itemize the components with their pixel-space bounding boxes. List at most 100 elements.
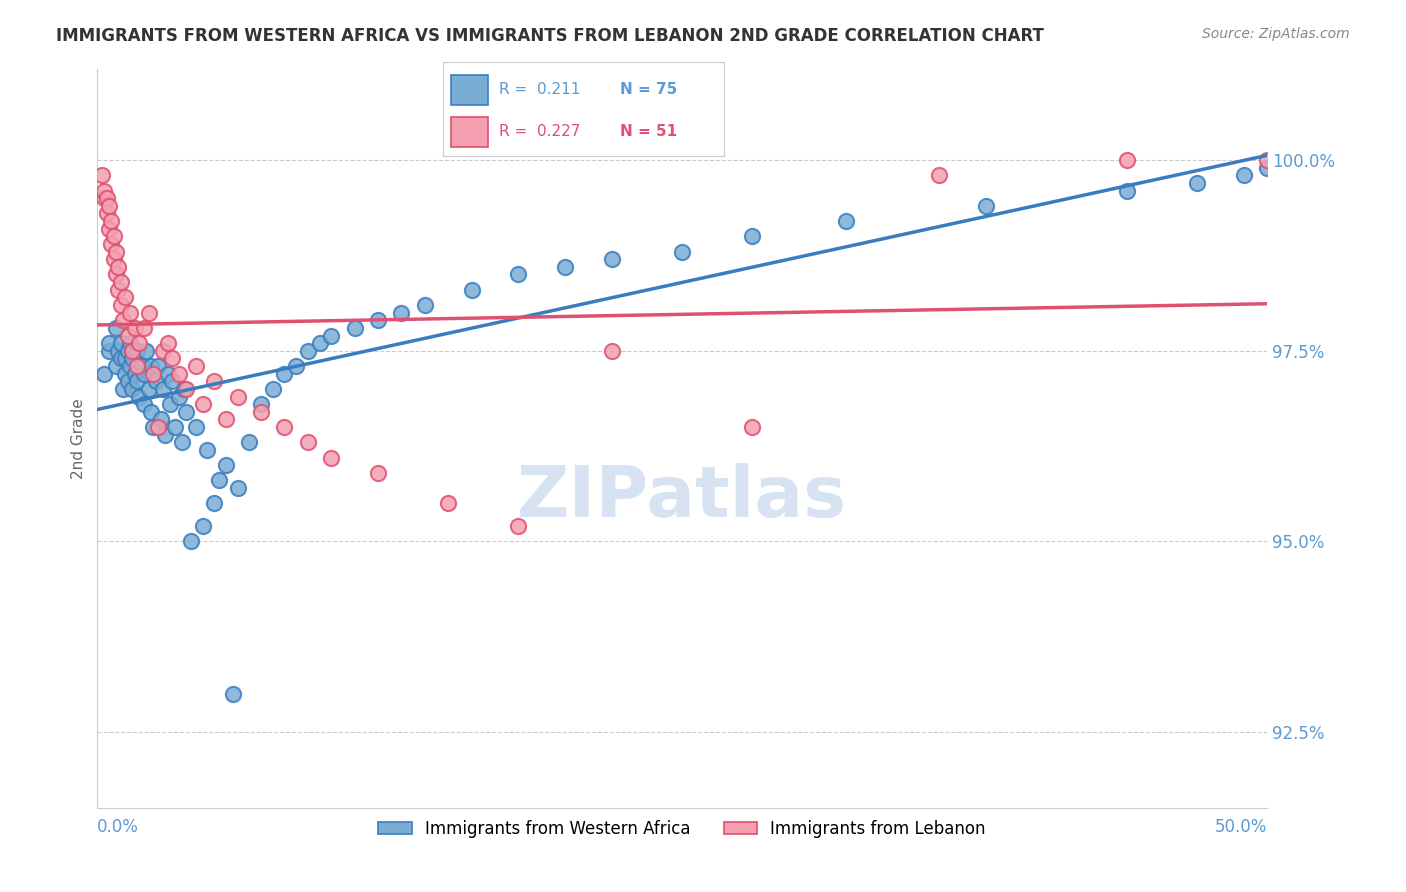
Point: [110, 351, 132, 366]
Point: [107, 260, 129, 274]
Point: [974, 199, 997, 213]
Point: [153, 427, 176, 442]
Text: N = 51: N = 51: [620, 124, 678, 139]
Point: [367, 466, 389, 480]
Point: [91, 169, 114, 183]
Point: [93, 184, 115, 198]
Point: [134, 321, 156, 335]
Point: [1256, 161, 1278, 175]
Text: R =  0.227: R = 0.227: [499, 124, 581, 139]
Point: [127, 359, 149, 373]
Point: [222, 687, 245, 701]
Point: [741, 229, 763, 244]
Text: IMMIGRANTS FROM WESTERN AFRICA VS IMMIGRANTS FROM LEBANON 2ND GRADE CORRELATION : IMMIGRANTS FROM WESTERN AFRICA VS IMMIGR…: [56, 27, 1045, 45]
Point: [215, 458, 238, 473]
Point: [96, 206, 118, 220]
Point: [191, 519, 214, 533]
Point: [110, 336, 132, 351]
Point: [142, 420, 165, 434]
Point: [1256, 153, 1278, 167]
Text: Source: ZipAtlas.com: Source: ZipAtlas.com: [1202, 27, 1350, 41]
Point: [184, 420, 207, 434]
Legend: Immigrants from Western Africa, Immigrants from Lebanon: Immigrants from Western Africa, Immigran…: [371, 814, 993, 845]
Point: [107, 343, 129, 358]
Point: [105, 244, 128, 259]
Point: [98, 336, 121, 351]
Point: [103, 252, 125, 267]
Point: [167, 367, 190, 381]
Point: [208, 474, 231, 488]
Point: [120, 305, 142, 319]
Point: [202, 374, 225, 388]
Text: N = 75: N = 75: [620, 82, 678, 97]
Point: [142, 367, 165, 381]
Point: [160, 374, 183, 388]
Point: [238, 435, 260, 450]
Point: [195, 442, 218, 457]
Point: [105, 321, 128, 335]
Point: [1232, 169, 1254, 183]
Point: [105, 359, 128, 373]
Point: [600, 252, 623, 267]
Point: [149, 412, 172, 426]
Point: [117, 374, 139, 388]
Point: [321, 450, 343, 465]
Text: 50.0%: 50.0%: [1215, 818, 1267, 836]
Point: [127, 343, 149, 358]
Point: [297, 435, 319, 450]
Point: [138, 305, 160, 319]
Point: [114, 367, 136, 381]
Point: [460, 283, 482, 297]
Point: [134, 367, 156, 381]
Point: [120, 359, 142, 373]
Point: [110, 275, 132, 289]
Point: [141, 359, 163, 373]
Point: [671, 244, 693, 259]
Point: [152, 343, 174, 358]
Point: [297, 343, 319, 358]
Point: [98, 343, 121, 358]
Point: [103, 229, 125, 244]
Point: [100, 237, 122, 252]
Point: [928, 169, 950, 183]
Point: [110, 298, 132, 312]
Point: [93, 367, 115, 381]
Point: [134, 397, 156, 411]
Point: [107, 283, 129, 297]
Point: [98, 221, 121, 235]
Point: [152, 382, 174, 396]
Point: [250, 405, 273, 419]
Point: [367, 313, 389, 327]
Point: [173, 382, 195, 396]
Point: [146, 420, 169, 434]
Point: [167, 390, 190, 404]
Point: [215, 412, 238, 426]
Point: [100, 214, 122, 228]
Point: [174, 382, 197, 396]
Point: [138, 382, 160, 396]
Point: [250, 397, 273, 411]
Point: [131, 359, 153, 373]
Point: [191, 397, 214, 411]
Point: [96, 191, 118, 205]
FancyBboxPatch shape: [451, 75, 488, 104]
FancyBboxPatch shape: [451, 117, 488, 147]
Point: [1115, 153, 1137, 167]
Point: [146, 359, 169, 373]
Point: [554, 260, 576, 274]
Point: [508, 268, 530, 282]
Point: [124, 367, 146, 381]
Point: [114, 290, 136, 304]
Point: [117, 328, 139, 343]
Point: [156, 336, 179, 351]
Point: [741, 420, 763, 434]
Point: [93, 191, 115, 205]
Point: [413, 298, 436, 312]
Point: [343, 321, 366, 335]
Point: [121, 382, 143, 396]
Point: [226, 390, 249, 404]
Point: [135, 343, 157, 358]
Point: [321, 328, 343, 343]
Point: [226, 481, 249, 495]
Point: [105, 268, 128, 282]
